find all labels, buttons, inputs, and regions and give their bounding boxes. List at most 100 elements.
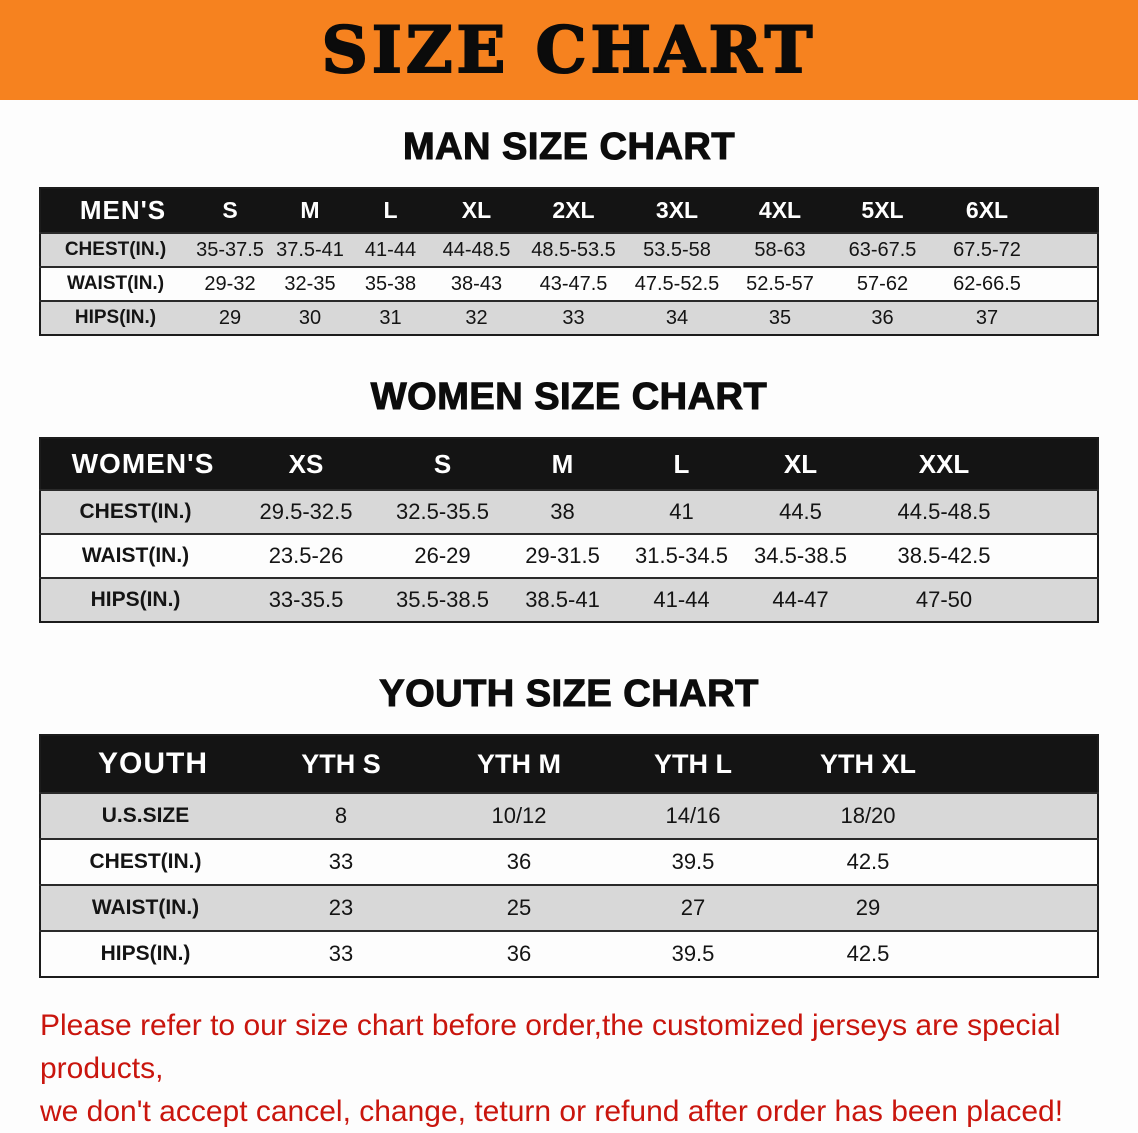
cell: 35-37.5 bbox=[190, 232, 270, 267]
column-header: 5XL bbox=[831, 188, 934, 233]
cell: 35-38 bbox=[350, 266, 431, 301]
cell: 25 bbox=[432, 884, 606, 931]
row-label: HIPS(IN.) bbox=[40, 930, 250, 977]
table-header-row: YOUTH YTH S YTH M YTH L YTH XL bbox=[40, 735, 1098, 793]
men-size-section: MAN SIZE CHART MEN'S S M L XL 2XL 3XL 4X… bbox=[0, 100, 1138, 336]
column-header: 4XL bbox=[729, 188, 831, 233]
row-label: CHEST(IN.) bbox=[40, 232, 190, 267]
cell: 31 bbox=[350, 300, 431, 335]
cell: 29 bbox=[190, 300, 270, 335]
cell: 47-50 bbox=[860, 577, 1098, 622]
cell: 41-44 bbox=[350, 232, 431, 267]
table-row: HIPS(IN.) 33 36 39.5 42.5 bbox=[40, 930, 1098, 977]
column-header: YTH M bbox=[432, 735, 606, 793]
cell: 48.5-53.5 bbox=[522, 232, 625, 267]
table-row: CHEST(IN.) 35-37.5 37.5-41 41-44 44-48.5… bbox=[40, 232, 1098, 267]
page-title: SIZE CHART bbox=[321, 12, 817, 89]
cell: 32 bbox=[431, 300, 522, 335]
column-header: 6XL bbox=[934, 188, 1098, 233]
table-row: CHEST(IN.) 29.5-32.5 32.5-35.5 38 41 44.… bbox=[40, 489, 1098, 534]
table-row: HIPS(IN.) 29 30 31 32 33 34 35 36 37 bbox=[40, 300, 1098, 335]
cell: 37 bbox=[934, 300, 1098, 335]
cell: 44-47 bbox=[741, 577, 860, 622]
cell: 35.5-38.5 bbox=[382, 577, 503, 622]
cell: 41-44 bbox=[622, 577, 741, 622]
column-header: XL bbox=[741, 438, 860, 490]
row-label: HIPS(IN.) bbox=[40, 577, 230, 622]
cell: 23 bbox=[250, 884, 432, 931]
column-header: XS bbox=[230, 438, 382, 490]
cell: 30 bbox=[270, 300, 350, 335]
cell: 58-63 bbox=[729, 232, 831, 267]
cell: 44.5 bbox=[741, 489, 860, 534]
men-corner-label: MEN'S bbox=[40, 188, 190, 233]
disclaimer: Please refer to our size chart before or… bbox=[40, 1004, 1098, 1133]
column-header: M bbox=[503, 438, 622, 490]
disclaimer-line-2: we don't accept cancel, change, teturn o… bbox=[40, 1095, 1064, 1128]
cell: 36 bbox=[831, 300, 934, 335]
banner: SIZE CHART bbox=[0, 0, 1138, 100]
cell: 38 bbox=[503, 489, 622, 534]
cell: 57-62 bbox=[831, 266, 934, 301]
cell: 47.5-52.5 bbox=[625, 266, 729, 301]
cell: 23.5-26 bbox=[230, 533, 382, 578]
men-section-heading: MAN SIZE CHART bbox=[402, 125, 736, 168]
row-label: HIPS(IN.) bbox=[40, 300, 190, 335]
men-size-table: MEN'S S M L XL 2XL 3XL 4XL 5XL 6XL CHEST… bbox=[39, 187, 1099, 336]
cell: 42.5 bbox=[780, 838, 1098, 885]
disclaimer-line-1: Please refer to our size chart before or… bbox=[40, 1009, 1061, 1085]
column-header: L bbox=[622, 438, 741, 490]
cell: 33 bbox=[522, 300, 625, 335]
column-header: YTH L bbox=[606, 735, 780, 793]
youth-size-section: YOUTH SIZE CHART YOUTH YTH S YTH M YTH L… bbox=[0, 623, 1138, 978]
table-row: WAIST(IN.) 29-32 32-35 35-38 38-43 43-47… bbox=[40, 266, 1098, 301]
table-row: CHEST(IN.) 33 36 39.5 42.5 bbox=[40, 838, 1098, 885]
cell: 63-67.5 bbox=[831, 232, 934, 267]
cell: 34 bbox=[625, 300, 729, 335]
cell: 29.5-32.5 bbox=[230, 489, 382, 534]
column-header: 2XL bbox=[522, 188, 625, 233]
row-label: U.S.SIZE bbox=[40, 792, 250, 839]
cell: 52.5-57 bbox=[729, 266, 831, 301]
column-header: S bbox=[382, 438, 503, 490]
cell: 39.5 bbox=[606, 838, 780, 885]
women-section-heading: WOMEN SIZE CHART bbox=[370, 375, 768, 418]
cell: 27 bbox=[606, 884, 780, 931]
column-header: XL bbox=[431, 188, 522, 233]
cell: 36 bbox=[432, 930, 606, 977]
table-row: WAIST(IN.) 23.5-26 26-29 29-31.5 31.5-34… bbox=[40, 533, 1098, 578]
cell: 33 bbox=[250, 838, 432, 885]
cell: 10/12 bbox=[432, 792, 606, 839]
cell: 38.5-41 bbox=[503, 577, 622, 622]
cell: 34.5-38.5 bbox=[741, 533, 860, 578]
column-header: 3XL bbox=[625, 188, 729, 233]
cell: 33-35.5 bbox=[230, 577, 382, 622]
cell: 14/16 bbox=[606, 792, 780, 839]
youth-size-table: YOUTH YTH S YTH M YTH L YTH XL U.S.SIZE … bbox=[39, 734, 1099, 978]
row-label: WAIST(IN.) bbox=[40, 266, 190, 301]
cell: 33 bbox=[250, 930, 432, 977]
cell: 38-43 bbox=[431, 266, 522, 301]
cell: 42.5 bbox=[780, 930, 1098, 977]
cell: 44.5-48.5 bbox=[860, 489, 1098, 534]
cell: 18/20 bbox=[780, 792, 1098, 839]
cell: 35 bbox=[729, 300, 831, 335]
cell: 62-66.5 bbox=[934, 266, 1098, 301]
row-label: WAIST(IN.) bbox=[40, 884, 250, 931]
table-header-row: WOMEN'S XS S M L XL XXL bbox=[40, 438, 1098, 490]
cell: 41 bbox=[622, 489, 741, 534]
column-header: M bbox=[270, 188, 350, 233]
cell: 29 bbox=[780, 884, 1098, 931]
cell: 8 bbox=[250, 792, 432, 839]
table-row: WAIST(IN.) 23 25 27 29 bbox=[40, 884, 1098, 931]
column-header: XXL bbox=[860, 438, 1098, 490]
cell: 39.5 bbox=[606, 930, 780, 977]
women-size-table: WOMEN'S XS S M L XL XXL CHEST(IN.) 29.5-… bbox=[39, 437, 1099, 623]
cell: 44-48.5 bbox=[431, 232, 522, 267]
cell: 31.5-34.5 bbox=[622, 533, 741, 578]
column-header: YTH S bbox=[250, 735, 432, 793]
cell: 53.5-58 bbox=[625, 232, 729, 267]
table-row: HIPS(IN.) 33-35.5 35.5-38.5 38.5-41 41-4… bbox=[40, 577, 1098, 622]
column-header: YTH XL bbox=[780, 735, 1098, 793]
row-label: WAIST(IN.) bbox=[40, 533, 230, 578]
